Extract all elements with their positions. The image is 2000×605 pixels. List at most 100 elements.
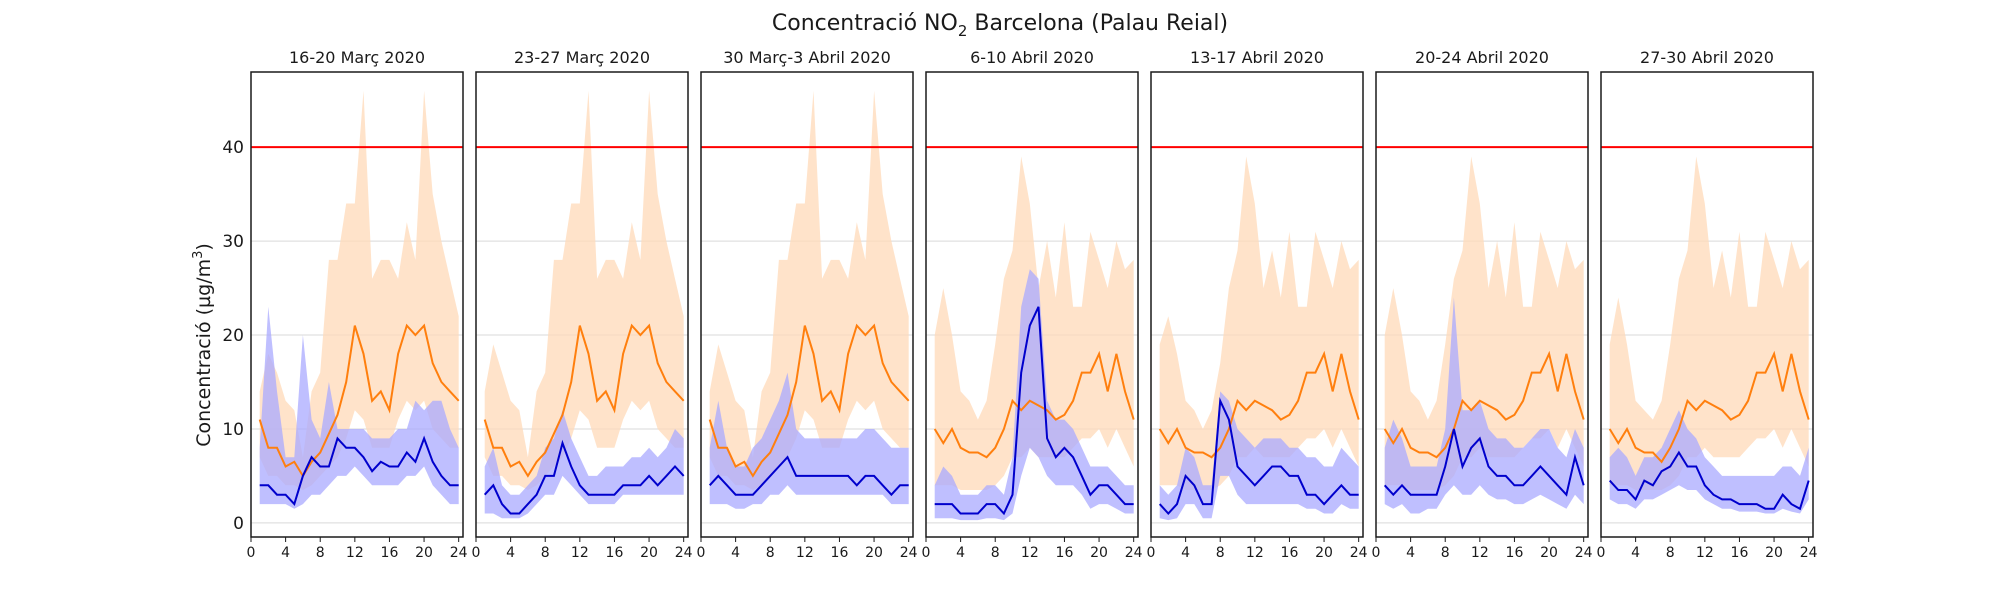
y-tick-label: 20: [222, 326, 244, 346]
x-tick-label: 24: [1800, 545, 1818, 561]
panel-plot-area: [1158, 156, 1360, 521]
panel-plot-area: [1383, 156, 1585, 514]
panel-title: 20-24 Abril 2020: [1415, 48, 1549, 67]
x-tick-label: 20: [1765, 545, 1783, 561]
panel-6: 20-24 Abril 2020 0 4 8 12 16 20 24: [1372, 48, 1593, 561]
ylabel-end: ): [193, 243, 215, 250]
panel-title: 23-27 Març 2020: [514, 48, 650, 67]
panel-plot-area: [258, 90, 460, 509]
title-main: Concentració NO: [772, 11, 958, 36]
ylabel-main: Concentració (µg/m: [193, 259, 215, 447]
y-tick-label: 10: [222, 420, 244, 440]
panel-3: 30 Març-3 Abril 2020 0 4 8 12 16 20 24: [697, 48, 918, 561]
x-tick-label: 20: [865, 545, 883, 561]
panel-plot-area: [708, 90, 910, 509]
x-tick-label: 12: [1246, 545, 1264, 561]
blue-series-line: [483, 439, 685, 515]
orange-series-line: [708, 323, 910, 478]
y-axis-label: Concentració (µg/m3): [191, 243, 215, 447]
orange-range-band: [709, 90, 909, 491]
x-tick-label: 4: [1631, 545, 1640, 561]
orange-series-line: [933, 350, 1135, 459]
panel-frame: [475, 71, 689, 538]
blue-range-band: [484, 410, 684, 519]
orange-series-line: [483, 323, 685, 478]
panel-frame: [925, 71, 1139, 538]
x-tick-label: 4: [281, 545, 290, 561]
panel-5: 13-17 Abril 2020 0 4 8 12 16 20 24: [1147, 48, 1368, 561]
x-tick-label: 24: [675, 545, 693, 561]
blue-series-line: [934, 306, 1134, 516]
x-tick-label: 16: [1731, 545, 1749, 561]
y-tick-label: 30: [222, 232, 244, 252]
x-tick-label: 0: [247, 545, 256, 561]
x-tick-label: 16: [1281, 545, 1299, 561]
x-tick-label: 16: [1056, 545, 1074, 561]
x-tick-label: 8: [541, 545, 550, 561]
x-tick-label: 0: [1372, 545, 1381, 561]
x-tick-label: 4: [1406, 545, 1415, 561]
x-tick-label: 4: [956, 545, 965, 561]
orange-range-band: [1384, 156, 1584, 490]
x-tick-label: 8: [1666, 545, 1675, 561]
x-tick-label: 0: [922, 545, 931, 561]
orange-range-band: [259, 90, 459, 491]
x-tick-label: 16: [381, 545, 399, 561]
x-tick-label: 24: [450, 545, 468, 561]
x-tick-label: 20: [1315, 545, 1333, 561]
panel-plot-area: [933, 156, 1135, 521]
x-tick-label: 0: [1147, 545, 1156, 561]
x-tick-label: 12: [1471, 545, 1489, 561]
blue-range-band: [1384, 297, 1584, 514]
blue-range-band: [1159, 391, 1359, 521]
panel-frame: [250, 71, 464, 538]
x-tick-label: 24: [1125, 545, 1143, 561]
blue-range-band: [1609, 410, 1809, 514]
title-subscript: 2: [958, 22, 968, 40]
orange-range-band: [484, 90, 684, 491]
title-rest: Barcelona (Palau Reial): [967, 11, 1228, 36]
blue-series-line: [1608, 450, 1810, 511]
orange-series-line: [258, 323, 460, 478]
figure-title: Concentració NO2 Barcelona (Palau Reial): [772, 11, 1228, 40]
x-tick-label: 12: [1021, 545, 1039, 561]
orange-series-line: [1158, 350, 1360, 459]
x-tick-label: 0: [697, 545, 706, 561]
x-tick-label: 24: [1350, 545, 1368, 561]
orange-range-band: [1159, 156, 1359, 490]
x-tick-label: 20: [640, 545, 658, 561]
x-tick-label: 8: [316, 545, 325, 561]
blue-series-line: [1383, 428, 1585, 497]
x-tick-label: 16: [831, 545, 849, 561]
x-tick-label: 12: [346, 545, 364, 561]
x-tick-label: 4: [506, 545, 515, 561]
x-tick-label: 8: [1441, 545, 1450, 561]
x-tick-label: 20: [415, 545, 433, 561]
ylabel-superscript: 3: [191, 251, 206, 259]
panel-2: 23-27 Març 2020 0 4 8 12 16 20 24: [472, 48, 693, 561]
x-tick-label: 24: [900, 545, 918, 561]
x-tick-label: 20: [1540, 545, 1558, 561]
x-tick-label: 0: [1597, 545, 1606, 561]
x-tick-label: 16: [606, 545, 624, 561]
x-tick-label: 4: [731, 545, 740, 561]
panel-plot-area: [1608, 156, 1810, 514]
panel-title: 30 Març-3 Abril 2020: [723, 48, 891, 67]
blue-series-line: [259, 435, 459, 507]
panel-title: 13-17 Abril 2020: [1190, 48, 1324, 67]
panel-frame: [1375, 71, 1589, 538]
y-tick-label: 40: [222, 138, 244, 158]
panel-title: 6-10 Abril 2020: [970, 48, 1094, 67]
x-tick-label: 8: [1216, 545, 1225, 561]
x-tick-label: 12: [796, 545, 814, 561]
x-tick-label: 8: [991, 545, 1000, 561]
panel-title: 16-20 Març 2020: [289, 48, 425, 67]
panel-frame: [700, 71, 914, 538]
x-tick-label: 16: [1506, 545, 1524, 561]
blue-range-band: [259, 306, 459, 509]
x-tick-label: 24: [1575, 545, 1593, 561]
x-tick-label: 4: [1181, 545, 1190, 561]
x-tick-label: 0: [472, 545, 481, 561]
panel-4: 6-10 Abril 2020 0 4 8 12 16 20 24: [922, 48, 1143, 561]
